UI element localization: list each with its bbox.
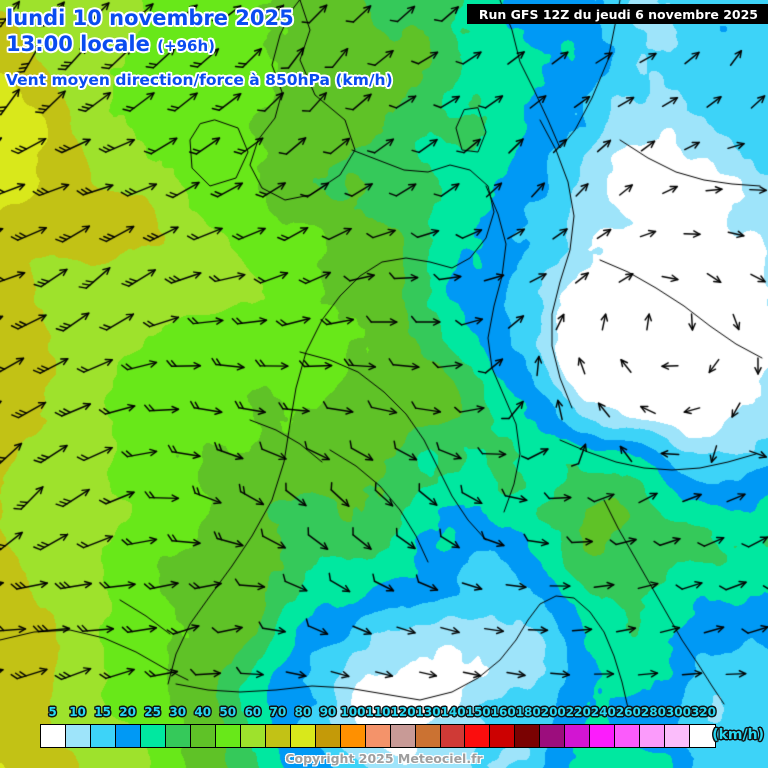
colorbar-swatch-50-60 <box>240 725 266 747</box>
colorbar-swatch-130-140 <box>440 725 466 747</box>
colorbar-swatch-100-110 <box>365 725 391 747</box>
colorbar-tick-140: 140 <box>440 705 466 719</box>
colorbar-swatch-140-150 <box>465 725 491 747</box>
colorbar-tick-90: 90 <box>319 705 337 719</box>
model-run-label: Run GFS 12Z du jeudi 6 novembre 2025 <box>478 6 758 22</box>
colorbar-swatch-280-300 <box>665 725 691 747</box>
colorbar-swatch-110-120 <box>390 725 416 747</box>
colorbar-swatch-220-240 <box>590 725 616 747</box>
colorbar-tick-300: 300 <box>665 705 691 719</box>
colorbar-swatch-60-70 <box>265 725 291 747</box>
colorbar-tick-40: 40 <box>194 705 212 719</box>
colorbar-tick-15: 15 <box>94 705 111 719</box>
colorbar-tick-100: 100 <box>340 705 366 719</box>
colorbar-tick-30: 30 <box>169 705 187 719</box>
colorbar-swatch-10-15 <box>90 725 116 747</box>
colorbar-swatch-120-130 <box>415 725 441 747</box>
colorbar-swatch-200-220 <box>565 725 591 747</box>
colorbar-tick-110: 110 <box>365 705 391 719</box>
colorbar-tick-10: 10 <box>69 705 86 719</box>
colorbar-swatch-25-30 <box>165 725 191 747</box>
colorbar-swatch-240-260 <box>615 725 641 747</box>
colorbar-tick-25: 25 <box>144 705 162 719</box>
colorbar-tick-20: 20 <box>119 705 136 719</box>
colorbar-tick-120: 120 <box>390 705 416 719</box>
colorbar-swatch-80-90 <box>315 725 341 747</box>
colorbar-tick-200: 200 <box>540 705 566 719</box>
colorbar-tick-150: 150 <box>465 705 491 719</box>
colorbar-swatch-160-180 <box>515 725 541 747</box>
colorbar-swatch-300-320 <box>690 725 716 747</box>
colorbar-swatch-180-200 <box>540 725 566 747</box>
colorbar-tick-60: 60 <box>244 705 262 719</box>
colorbar-tick-180: 180 <box>515 705 541 719</box>
colorbar-tick-320: 320 <box>690 705 716 719</box>
colorbar-tick-5: 5 <box>48 705 57 719</box>
colorbar-unit-label: (km/h) <box>712 727 764 743</box>
colorbar-tick-280: 280 <box>640 705 666 719</box>
colorbar-swatch-5-10 <box>65 725 91 747</box>
colorbar-swatch-150-160 <box>490 725 516 747</box>
colorbar-swatch-0-5 <box>41 725 66 747</box>
colorbar-tick-220: 220 <box>565 705 591 719</box>
model-run-banner: Run GFS 12Z du jeudi 6 novembre 2025 <box>466 4 768 24</box>
colorbar-legend: 5 10 15 20 25 30 40 50 60 70 80 90 100 110 120 130 140 15… <box>0 705 768 768</box>
colorbar-swatch-90-100 <box>340 725 366 747</box>
colorbar-swatch-40-50 <box>215 725 241 747</box>
colorbar-tick-labels: 5 10 15 20 25 30 40 50 60 70 80 90 100 110 120 130 140 15… <box>0 705 768 723</box>
colorbar-swatches <box>40 724 716 748</box>
colorbar-swatch-20-25 <box>140 725 166 747</box>
copyright-label: Copyright 2025 Meteociel.fr <box>285 751 483 766</box>
colorbar-tick-240: 240 <box>590 705 616 719</box>
colorbar-tick-130: 130 <box>415 705 441 719</box>
colorbar-swatch-70-80 <box>290 725 316 747</box>
colorbar-swatch-15-20 <box>115 725 141 747</box>
colorbar-tick-160: 160 <box>490 705 516 719</box>
colorbar-tick-50: 50 <box>219 705 237 719</box>
colorbar-swatch-260-280 <box>640 725 666 747</box>
colorbar-tick-80: 80 <box>294 705 312 719</box>
colorbar-swatch-30-40 <box>190 725 216 747</box>
colorbar-tick-70: 70 <box>269 705 287 719</box>
colorbar-tick-260: 260 <box>615 705 641 719</box>
